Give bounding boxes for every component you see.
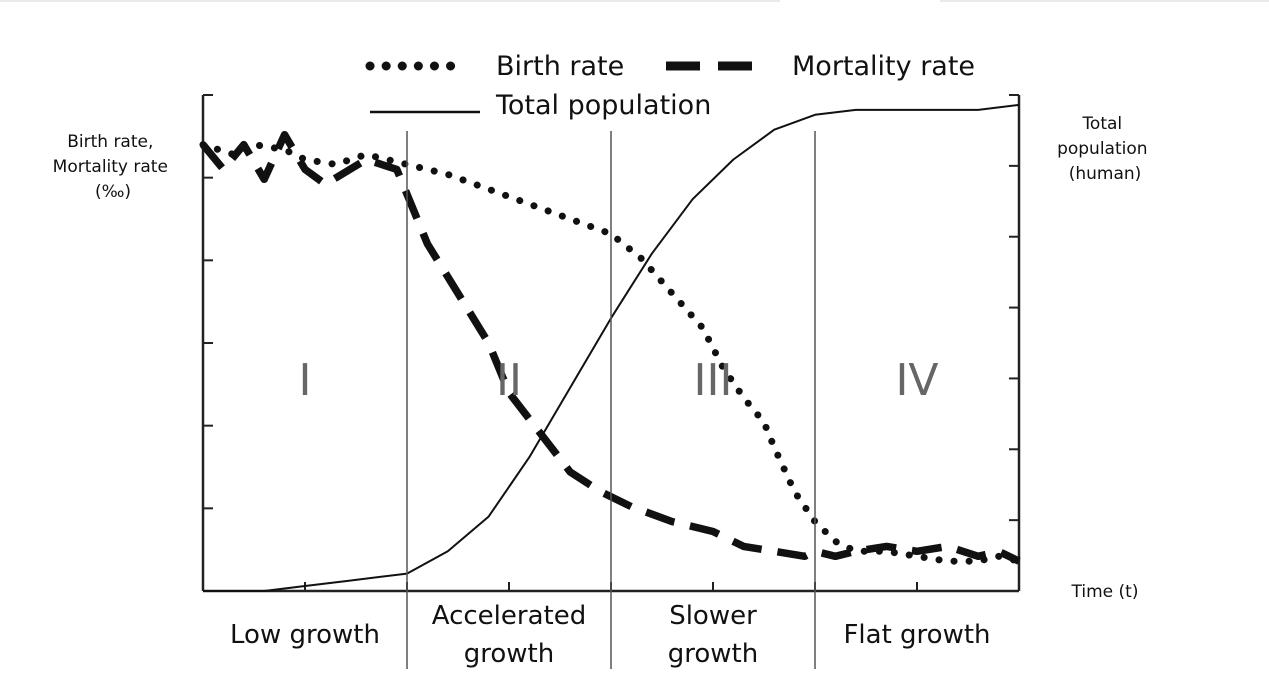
stage-name-line: growth: [668, 639, 758, 669]
stage-name-line: Accelerated: [432, 601, 586, 631]
left-axis-label: Birth rate, Mortality rate (‰): [53, 132, 174, 202]
series-line-birth-rate: [199, 141, 1023, 565]
x-axis-label: Time (t): [1071, 582, 1139, 602]
stage-name-4: Flat growth: [843, 620, 990, 650]
left-axis-label-line-3: (‰): [95, 182, 131, 202]
right-axis-label: Total population (human): [1057, 114, 1153, 184]
stage-name-line: growth: [464, 639, 554, 669]
stage-numeral-3: III: [694, 355, 733, 406]
series-line-total-population: [203, 103, 1020, 592]
right-axis-label-line-3: (human): [1069, 164, 1142, 184]
legend-total-label: Total population: [495, 90, 711, 121]
stage-name-line: Slower: [669, 601, 757, 631]
stage-name-2: Accelerated growth: [432, 601, 586, 669]
right-axis-label-line-1: Total: [1081, 114, 1122, 134]
stage-name-3: Slower growth: [668, 601, 758, 669]
stage-numeral-4: IV: [895, 355, 938, 406]
left-axis-label-line-2: Mortality rate: [53, 157, 168, 177]
legend: Birth rate Mortality rate Total populati…: [365, 51, 975, 121]
left-axis-label-line-1: Birth rate,: [67, 132, 153, 152]
series-line-mortality-rate: [200, 130, 1021, 565]
legend-mortality-label: Mortality rate: [792, 51, 975, 82]
stage-numeral-2: II: [496, 355, 522, 406]
stage-name-line: Flat growth: [843, 620, 990, 650]
legend-birth-label: Birth rate: [496, 51, 624, 82]
stage-name-line: Low growth: [230, 620, 380, 650]
right-axis-label-line-2: population: [1057, 139, 1147, 159]
stage-layer: I Low growth II Accelerated growth III Slower g…: [230, 131, 991, 669]
stage-name-1: Low growth: [230, 620, 380, 650]
series-layer: [199, 103, 1023, 592]
stage-numeral-1: I: [299, 355, 312, 406]
